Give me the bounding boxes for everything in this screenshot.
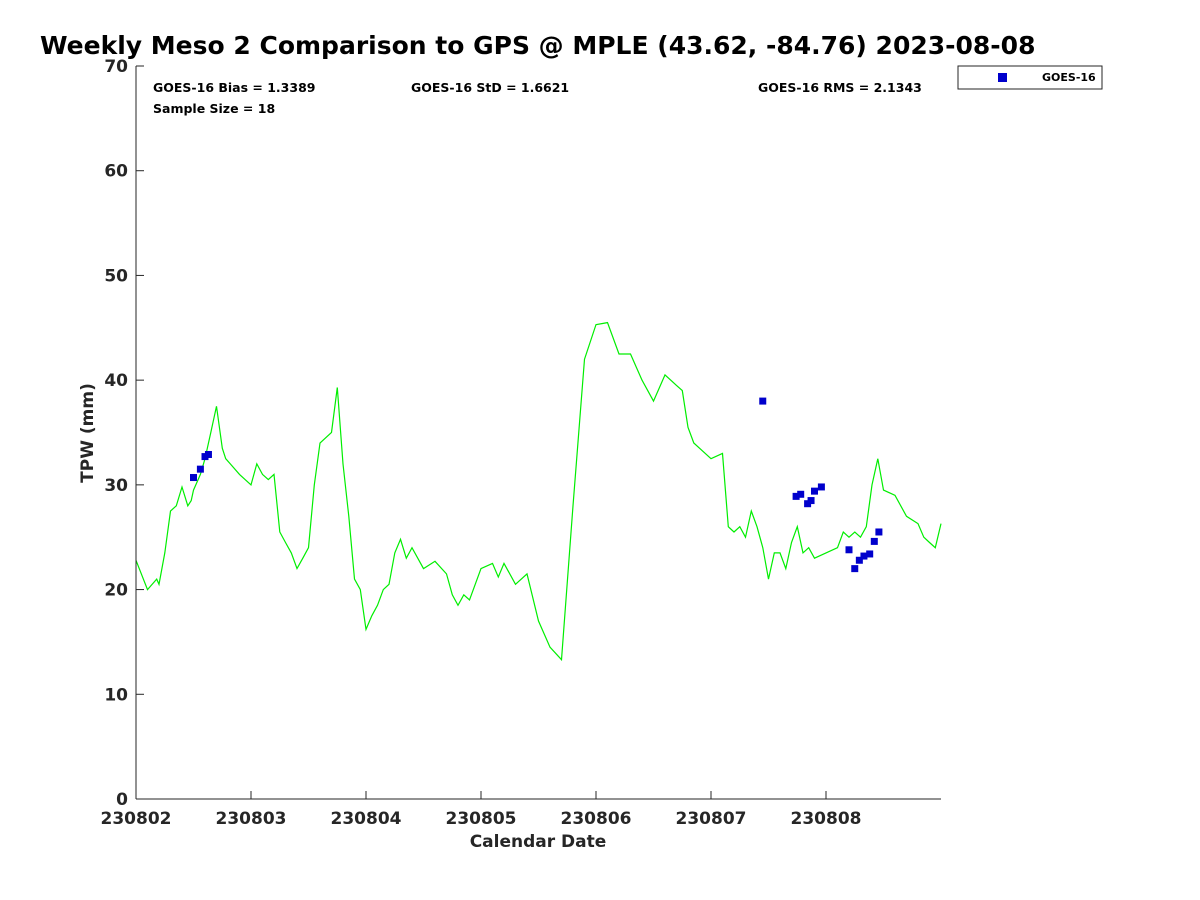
legend-box [957,65,1103,90]
y-tick-label: 20 [104,581,128,601]
x-tick-label: 230807 [676,809,747,829]
rms-stat: GOES-16 RMS = 2.1343 [758,80,922,95]
plot-area: 0 10 20 30 40 50 60 70 230802 230803 230804 230805… [101,57,942,829]
y-axis-label: TPW (mm) [78,383,98,483]
goes16-point [807,497,815,505]
goes16-point [866,550,874,558]
sample-size-stat: Sample Size = 18 [153,101,275,116]
goes16-point [855,556,863,564]
y-tick-label: 40 [104,371,128,391]
goes16-series-points [190,397,883,573]
y-axis-ticks: 0 10 20 30 40 50 60 70 [104,57,144,810]
x-tick-label: 230808 [791,809,862,829]
legend: GOES-16 [957,65,1103,90]
goes16-point [817,483,825,491]
x-axis-ticks: 230802 230803 230804 230805 230806 230807 2308… [101,791,862,829]
goes16-point [860,552,868,560]
x-tick-label: 230804 [331,809,402,829]
y-tick-label: 0 [116,790,128,810]
legend-marker-goes16 [998,73,1007,82]
x-tick-label: 230805 [446,809,517,829]
goes16-point [851,565,859,573]
x-tick-label: 230806 [561,809,632,829]
goes16-point [190,474,197,482]
goes16-point [811,487,818,495]
goes16-point [759,397,767,405]
goes16-point [792,492,800,500]
y-tick-label: 70 [104,57,128,77]
y-tick-label: 60 [104,162,128,182]
gps-series-line [135,321,942,662]
y-tick-label: 50 [104,266,128,286]
goes16-point [845,546,853,554]
chart-title: Weekly Meso 2 Comparison to GPS @ MPLE (… [40,31,1035,60]
goes16-point [875,528,883,536]
x-tick-label: 230803 [216,809,287,829]
std-stat: GOES-16 StD = 1.6621 [411,80,569,95]
goes16-point [204,450,212,458]
y-tick-label: 10 [104,685,128,705]
goes16-point [797,490,805,498]
legend-label-goes16: GOES-16 [1042,71,1096,84]
bias-stat: GOES-16 Bias = 1.3389 [153,80,315,95]
x-axis-label: Calendar Date [470,832,607,852]
gps-line [135,321,942,662]
goes16-point [196,465,204,473]
x-tick-label: 230802 [101,809,172,829]
goes16-point [870,537,878,545]
y-tick-label: 30 [104,476,128,496]
